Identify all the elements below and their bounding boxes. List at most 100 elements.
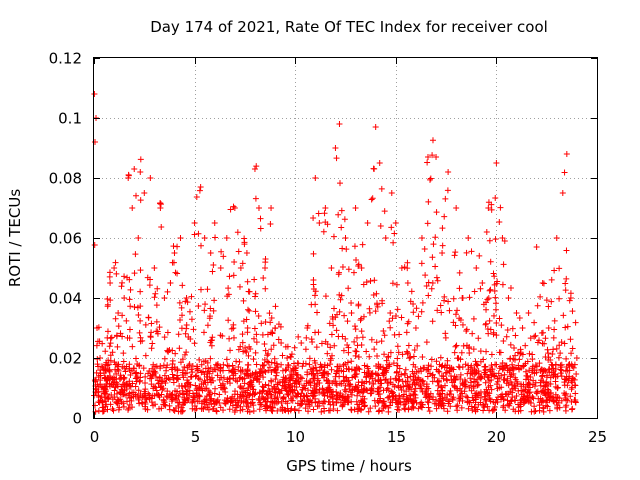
data-point xyxy=(310,250,317,257)
data-point xyxy=(531,403,538,410)
data-point xyxy=(427,175,434,182)
data-point xyxy=(258,401,265,408)
data-point xyxy=(141,392,148,399)
data-point xyxy=(493,381,500,388)
data-point xyxy=(373,339,380,346)
peak-point xyxy=(125,175,132,181)
data-point xyxy=(554,405,561,412)
data-point xyxy=(547,374,554,381)
peak-point xyxy=(171,250,178,256)
data-point xyxy=(230,334,237,341)
data-point xyxy=(148,375,155,382)
data-point xyxy=(153,318,160,325)
data-point xyxy=(189,369,196,376)
data-point xyxy=(340,347,347,354)
data-point xyxy=(106,343,113,350)
data-point xyxy=(490,270,497,277)
data-point xyxy=(252,195,259,202)
data-point xyxy=(504,375,511,382)
data-point xyxy=(305,408,312,415)
peak-point xyxy=(268,205,275,211)
data-point xyxy=(426,408,433,415)
data-point xyxy=(227,206,234,213)
data-point xyxy=(320,388,327,395)
data-point xyxy=(291,387,298,394)
data-point xyxy=(380,405,387,412)
peak-point xyxy=(92,139,99,145)
data-point xyxy=(463,249,470,256)
data-point xyxy=(98,383,105,390)
peak-point xyxy=(533,244,540,250)
data-point xyxy=(538,399,545,406)
data-point xyxy=(262,368,269,375)
data-point xyxy=(288,373,295,380)
data-point xyxy=(204,404,211,411)
data-point xyxy=(308,336,315,343)
data-point xyxy=(545,303,552,310)
data-point xyxy=(507,388,514,395)
data-point xyxy=(95,373,102,380)
data-point xyxy=(368,196,375,203)
data-point xyxy=(238,385,245,392)
peak-point xyxy=(251,166,258,172)
data-point xyxy=(178,325,185,332)
data-point xyxy=(149,340,156,347)
data-point xyxy=(93,376,100,383)
peak-point xyxy=(135,235,142,241)
data-point xyxy=(110,374,117,381)
x-tick-label: 0 xyxy=(90,428,100,446)
y-tick-label: 0.08 xyxy=(49,170,82,188)
data-point xyxy=(271,395,278,402)
data-point xyxy=(328,331,335,338)
data-point xyxy=(465,366,472,373)
data-point xyxy=(396,406,403,413)
data-point xyxy=(136,378,143,385)
data-point xyxy=(241,235,248,242)
data-point xyxy=(369,195,376,202)
data-point xyxy=(327,344,334,351)
data-point xyxy=(471,376,478,383)
data-point xyxy=(302,385,309,392)
data-point xyxy=(278,361,285,368)
data-point xyxy=(324,377,331,384)
data-point xyxy=(119,279,126,286)
data-point xyxy=(406,392,413,399)
data-point xyxy=(541,340,548,347)
data-point xyxy=(483,320,490,327)
data-point xyxy=(490,312,497,319)
data-point xyxy=(268,407,275,414)
data-point xyxy=(563,402,570,409)
data-point xyxy=(166,406,173,413)
data-point xyxy=(563,247,570,254)
data-point xyxy=(364,363,371,370)
data-point xyxy=(230,272,237,279)
data-point xyxy=(240,393,247,400)
data-point xyxy=(423,283,430,290)
data-point xyxy=(569,384,576,391)
data-point xyxy=(343,365,350,372)
data-point xyxy=(169,391,176,398)
data-point xyxy=(287,354,294,361)
data-point xyxy=(433,405,440,412)
data-point xyxy=(520,363,527,370)
data-point xyxy=(247,345,254,352)
data-point xyxy=(107,352,114,359)
data-point xyxy=(562,280,569,287)
data-point xyxy=(102,365,109,372)
data-point xyxy=(196,398,203,405)
data-point xyxy=(233,401,240,408)
data-point xyxy=(387,349,394,356)
data-point xyxy=(534,388,541,395)
data-point xyxy=(551,398,558,405)
data-point xyxy=(492,294,499,301)
data-point xyxy=(174,367,181,374)
data-point xyxy=(321,405,328,412)
data-point xyxy=(168,391,175,398)
data-point xyxy=(239,331,246,338)
data-point xyxy=(251,335,258,342)
data-point xyxy=(497,393,504,400)
data-point xyxy=(101,385,108,392)
data-point xyxy=(368,386,375,393)
data-point xyxy=(380,328,387,335)
x-tick-label: 25 xyxy=(588,428,607,446)
